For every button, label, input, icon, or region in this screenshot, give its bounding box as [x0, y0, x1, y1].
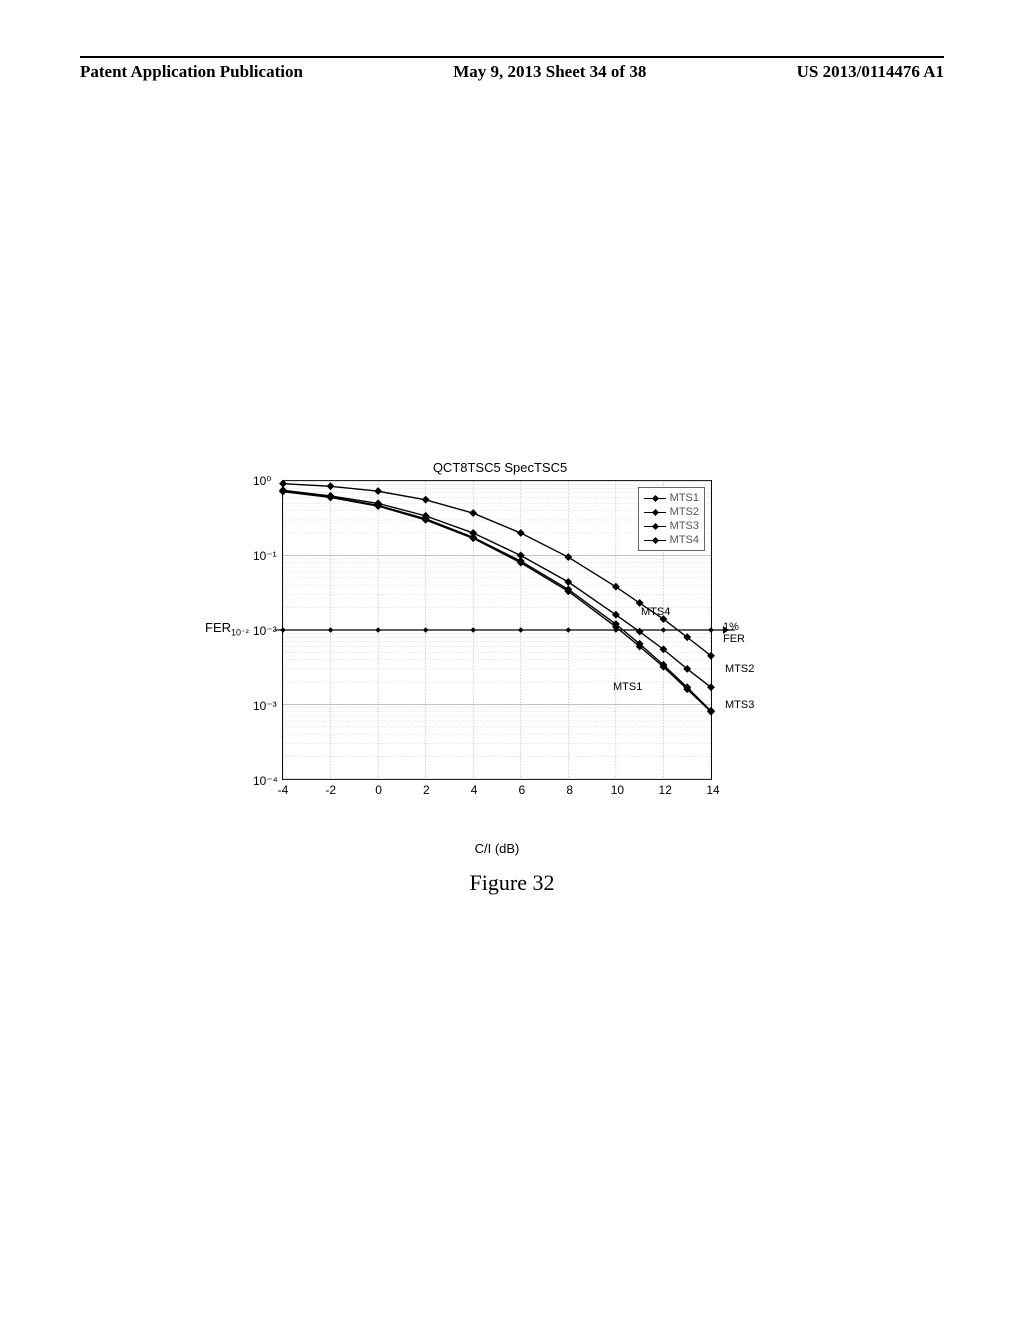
y-tick-label: 10⁻³ — [253, 699, 277, 713]
chart-annotation: MTS4 — [641, 606, 670, 618]
chart-title: QCT8TSC5 SpecTSC5 — [260, 460, 740, 475]
x-tick-label: 2 — [423, 783, 430, 797]
x-axis-label: C/I (dB) — [282, 841, 712, 856]
y-tick-label: 10⁰ — [253, 474, 271, 488]
chart-legend: MTS1MTS2MTS3MTS4 — [638, 487, 705, 551]
chart-annotation: MTS3 — [725, 699, 754, 711]
legend-item: MTS3 — [644, 519, 699, 533]
legend-swatch-icon — [644, 512, 666, 513]
y-tick-label: 10⁻⁴ — [253, 774, 278, 788]
legend-swatch-icon — [644, 540, 666, 541]
fer-chart: QCT8TSC5 SpecTSC5 FER10⁻² MTS1MTS2MTS3MT… — [260, 480, 740, 820]
x-tick-label: -4 — [278, 783, 289, 797]
x-tick-label: 0 — [375, 783, 382, 797]
legend-item: MTS1 — [644, 491, 699, 505]
header-text: Patent Application Publication May 9, 20… — [0, 58, 1024, 82]
chart-annotation: MTS2 — [725, 663, 754, 675]
y-tick-label: 10⁻² — [253, 624, 277, 638]
header-left: Patent Application Publication — [80, 62, 303, 82]
x-tick-label: 6 — [519, 783, 526, 797]
x-tick-label: 4 — [471, 783, 478, 797]
legend-swatch-icon — [644, 526, 666, 527]
legend-label: MTS1 — [670, 491, 699, 505]
y-tick-label: 10⁻¹ — [253, 549, 277, 563]
legend-label: MTS3 — [670, 519, 699, 533]
chart-plot-box: MTS1MTS2MTS3MTS4 10⁰10⁻¹10⁻²10⁻³10⁻⁴-4-2… — [282, 480, 712, 780]
x-tick-label: 12 — [659, 783, 672, 797]
legend-item: MTS2 — [644, 505, 699, 519]
legend-label: MTS2 — [670, 505, 699, 519]
page-header: Patent Application Publication May 9, 20… — [0, 56, 1024, 82]
header-right: US 2013/0114476 A1 — [797, 62, 944, 82]
header-center: May 9, 2013 Sheet 34 of 38 — [453, 62, 646, 82]
figure-caption: Figure 32 — [0, 870, 1024, 896]
x-tick-label: -2 — [325, 783, 336, 797]
legend-swatch-icon — [644, 498, 666, 499]
x-tick-label: 8 — [566, 783, 573, 797]
legend-label: MTS4 — [670, 533, 699, 547]
y-axis-label: FER10⁻² — [205, 620, 249, 639]
x-tick-label: 14 — [706, 783, 719, 797]
legend-item: MTS4 — [644, 533, 699, 547]
chart-annotation: 1% FER — [723, 621, 745, 645]
chart-annotation: MTS1 — [613, 681, 642, 693]
x-tick-label: 10 — [611, 783, 624, 797]
